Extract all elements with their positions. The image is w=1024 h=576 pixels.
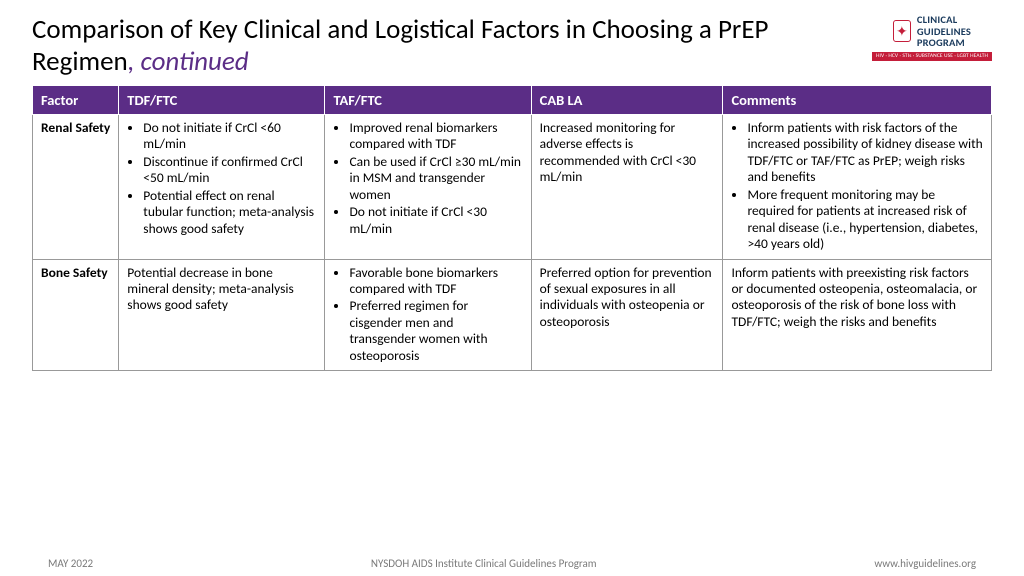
footer-url: www.hivguidelines.org [874,557,976,570]
logo-top: ✦ CLINICAL GUIDELINES PROGRAM [872,14,992,49]
program-logo: ✦ CLINICAL GUIDELINES PROGRAM HIV · HCV … [872,14,992,61]
factor-cell: Renal Safety [33,114,119,259]
ribbon-icon: ✦ [893,20,911,42]
column-header: CAB LA [531,85,723,114]
header-row: Comparison of Key Clinical and Logistica… [32,14,992,79]
footer-program: NYSDOH AIDS Institute Clinical Guideline… [371,557,597,570]
footer: MAY 2022 NYSDOH AIDS Institute Clinical … [0,557,1024,570]
table-cell: Inform patients with preexisting risk fa… [723,259,992,371]
title-continued: , continued [128,45,249,78]
slide: Comparison of Key Clinical and Logistica… [0,0,1024,576]
table-cell: Potential decrease in bone mineral densi… [119,259,325,371]
table-cell: Improved renal biomarkers compared with … [325,114,531,259]
list-item: Do not initiate if CrCl <30 mL/min [349,204,522,237]
list-item: Can be used if CrCl ≥30 mL/min in MSM an… [349,154,522,203]
table-cell: Preferred option for prevention of sexua… [531,259,723,371]
table-row: Bone SafetyPotential decrease in bone mi… [33,259,992,371]
list-item: Improved renal biomarkers compared with … [349,120,522,153]
list-item: Favorable bone biomarkers compared with … [349,265,522,298]
comparison-table: FactorTDF/FTCTAF/FTCCAB LAComments Renal… [32,85,992,372]
logo-bar: HIV · HCV · STIs · SUBSTANCE USE · LGBT … [872,52,992,61]
table-cell: Inform patients with risk factors of the… [723,114,992,259]
factor-cell: Bone Safety [33,259,119,371]
list-item: More frequent monitoring may be required… [747,187,983,253]
list-item: Inform patients with risk factors of the… [747,120,983,186]
column-header: TDF/FTC [119,85,325,114]
list-item: Do not initiate if CrCl <60 mL/min [143,120,316,153]
logo-line3: PROGRAM [917,37,971,49]
column-header: Factor [33,85,119,114]
page-title: Comparison of Key Clinical and Logistica… [32,14,812,79]
logo-text: CLINICAL GUIDELINES PROGRAM [917,14,971,49]
table-row: Renal SafetyDo not initiate if CrCl <60 … [33,114,992,259]
column-header: TAF/FTC [325,85,531,114]
table-cell: Favorable bone biomarkers compared with … [325,259,531,371]
table-body: Renal SafetyDo not initiate if CrCl <60 … [33,114,992,371]
logo-line1: CLINICAL [917,14,971,26]
table-cell: Increased monitoring for adverse effects… [531,114,723,259]
list-item: Preferred regimen for cisgender men and … [349,298,522,364]
footer-date: MAY 2022 [48,557,93,570]
table-cell: Do not initiate if CrCl <60 mL/minDiscon… [119,114,325,259]
column-header: Comments [723,85,992,114]
table-header-row: FactorTDF/FTCTAF/FTCCAB LAComments [33,85,992,114]
list-item: Discontinue if confirmed CrCl <50 mL/min [143,154,316,187]
list-item: Potential effect on renal tubular functi… [143,188,316,237]
